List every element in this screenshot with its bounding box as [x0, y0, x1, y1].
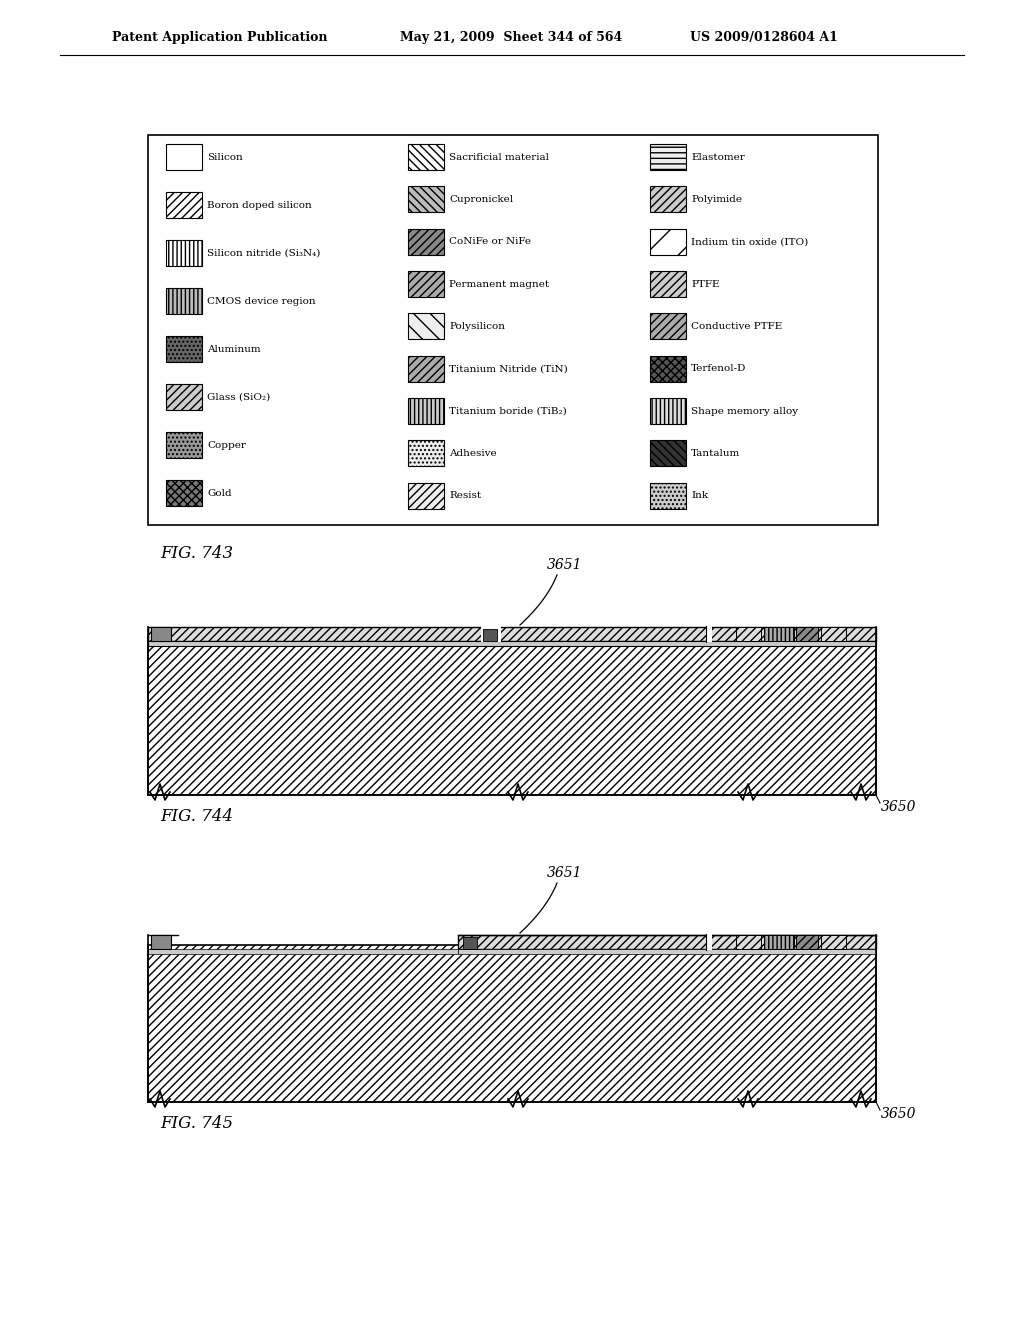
Text: Polyimide: Polyimide: [691, 195, 742, 203]
Bar: [764, 935, 794, 949]
Bar: [650, 271, 686, 297]
Text: Polysilicon: Polysilicon: [449, 322, 505, 331]
Bar: [148, 949, 458, 954]
Bar: [166, 288, 202, 314]
Bar: [408, 441, 444, 466]
Text: CoNiFe or NiFe: CoNiFe or NiFe: [449, 238, 531, 247]
Bar: [408, 186, 444, 213]
Text: Cupronickel: Cupronickel: [449, 195, 513, 203]
Text: May 21, 2009  Sheet 344 of 564: May 21, 2009 Sheet 344 of 564: [400, 30, 623, 44]
Text: Tantalum: Tantalum: [691, 449, 740, 458]
Bar: [166, 144, 202, 170]
Bar: [650, 483, 686, 508]
Bar: [736, 627, 761, 642]
Text: Aluminum: Aluminum: [207, 345, 261, 354]
Text: FIG. 743: FIG. 743: [160, 544, 233, 561]
Bar: [166, 337, 202, 362]
Bar: [796, 627, 818, 642]
Bar: [408, 144, 444, 170]
Bar: [148, 638, 876, 795]
Text: Ink: Ink: [691, 491, 709, 500]
Bar: [408, 228, 444, 255]
Text: Copper: Copper: [207, 441, 246, 450]
Text: Silicon nitride (Si₃N₄): Silicon nitride (Si₃N₄): [207, 248, 321, 257]
Bar: [650, 441, 686, 466]
Text: Titanium Nitride (TiN): Titanium Nitride (TiN): [449, 364, 567, 374]
Text: 3650: 3650: [881, 800, 916, 814]
Bar: [458, 949, 876, 954]
Bar: [821, 935, 846, 949]
Text: Sacrificial material: Sacrificial material: [449, 153, 549, 161]
Text: Resist: Resist: [449, 491, 481, 500]
Text: Silicon: Silicon: [207, 153, 243, 161]
Bar: [650, 144, 686, 170]
Text: Permanent magnet: Permanent magnet: [449, 280, 549, 289]
Text: Shape memory alloy: Shape memory alloy: [691, 407, 798, 416]
Bar: [408, 271, 444, 297]
Text: Gold: Gold: [207, 488, 231, 498]
Text: Elastomer: Elastomer: [691, 153, 744, 161]
Bar: [650, 399, 686, 424]
Bar: [650, 228, 686, 255]
Bar: [650, 313, 686, 339]
Bar: [458, 935, 876, 949]
Bar: [821, 627, 846, 642]
Text: Adhesive: Adhesive: [449, 449, 497, 458]
Text: Titanium boride (TiB₂): Titanium boride (TiB₂): [449, 407, 566, 416]
Bar: [166, 384, 202, 411]
Bar: [706, 935, 712, 950]
Text: Indium tin oxide (ITO): Indium tin oxide (ITO): [691, 238, 808, 247]
Text: FIG. 744: FIG. 744: [160, 808, 233, 825]
Bar: [151, 935, 171, 949]
Bar: [166, 432, 202, 458]
Bar: [148, 135, 878, 525]
Bar: [408, 399, 444, 424]
Bar: [166, 191, 202, 218]
Text: Boron doped silicon: Boron doped silicon: [207, 201, 311, 210]
Bar: [166, 240, 202, 267]
Bar: [764, 627, 794, 642]
Text: Terfenol-D: Terfenol-D: [691, 364, 746, 374]
Bar: [151, 627, 171, 642]
Text: Patent Application Publication: Patent Application Publication: [112, 30, 328, 44]
Bar: [408, 356, 444, 381]
Text: Glass (SiO₂): Glass (SiO₂): [207, 392, 270, 401]
Text: 3651: 3651: [547, 866, 583, 880]
Bar: [148, 627, 876, 642]
Bar: [796, 935, 818, 949]
Bar: [650, 356, 686, 381]
Bar: [148, 642, 876, 645]
Bar: [408, 483, 444, 508]
Text: 3651: 3651: [547, 558, 583, 572]
Bar: [148, 945, 876, 1102]
Text: CMOS device region: CMOS device region: [207, 297, 315, 305]
Text: Conductive PTFE: Conductive PTFE: [691, 322, 782, 331]
Bar: [650, 186, 686, 213]
Bar: [481, 626, 501, 642]
Bar: [166, 480, 202, 506]
Text: US 2009/0128604 A1: US 2009/0128604 A1: [690, 30, 838, 44]
Text: PTFE: PTFE: [691, 280, 720, 289]
Text: FIG. 745: FIG. 745: [160, 1115, 233, 1133]
Bar: [483, 630, 498, 642]
Bar: [706, 626, 712, 642]
Bar: [463, 937, 477, 949]
Bar: [736, 935, 761, 949]
Bar: [408, 313, 444, 339]
Text: 3650: 3650: [881, 1107, 916, 1121]
